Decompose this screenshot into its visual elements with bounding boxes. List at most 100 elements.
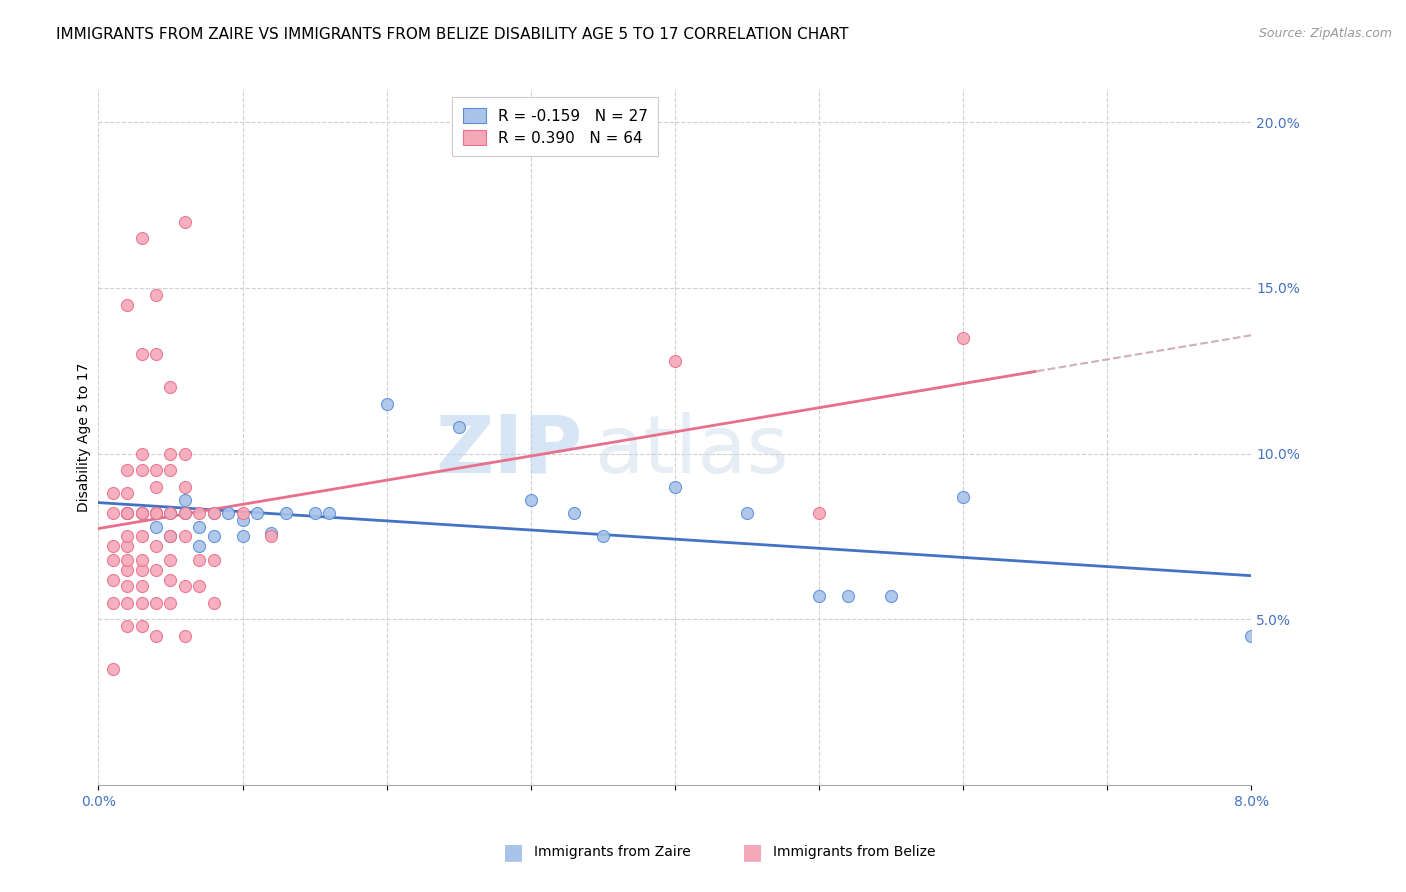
Point: [117, 619, 139, 633]
Point: [145, 519, 167, 533]
Point: [202, 596, 225, 610]
Point: [837, 589, 859, 603]
Point: [304, 506, 326, 520]
Point: [217, 506, 239, 520]
Point: [231, 513, 254, 527]
Point: [131, 231, 153, 245]
Point: [592, 529, 614, 543]
Point: [202, 506, 225, 520]
Point: [318, 506, 340, 520]
Point: [174, 480, 197, 494]
Point: [131, 619, 153, 633]
Point: [101, 540, 124, 554]
Point: [260, 526, 283, 541]
Point: [145, 463, 167, 477]
Point: [131, 596, 153, 610]
Point: [231, 506, 254, 520]
Text: atlas: atlas: [595, 412, 789, 490]
Point: [145, 540, 167, 554]
Point: [159, 529, 181, 543]
Text: ■: ■: [742, 842, 762, 862]
Point: [375, 397, 398, 411]
Point: [131, 506, 153, 520]
Point: [1240, 629, 1263, 643]
Point: [159, 596, 181, 610]
Point: [664, 354, 686, 368]
Point: [807, 589, 830, 603]
Point: [117, 552, 139, 566]
Point: [101, 506, 124, 520]
Point: [174, 506, 197, 520]
Point: [101, 552, 124, 566]
Point: [131, 563, 153, 577]
Point: [202, 552, 225, 566]
Text: Source: ZipAtlas.com: Source: ZipAtlas.com: [1258, 27, 1392, 40]
Point: [131, 506, 153, 520]
Point: [131, 579, 153, 593]
Point: [159, 447, 181, 461]
Point: [145, 563, 167, 577]
Point: [952, 331, 974, 345]
Point: [117, 297, 139, 311]
Point: [562, 506, 585, 520]
Point: [174, 579, 197, 593]
Point: [117, 506, 139, 520]
Point: [807, 506, 830, 520]
Point: [159, 529, 181, 543]
Point: [145, 506, 167, 520]
Point: [952, 490, 974, 504]
Point: [188, 519, 211, 533]
Point: [131, 529, 153, 543]
Point: [880, 589, 903, 603]
Point: [188, 506, 211, 520]
Point: [101, 573, 124, 587]
Point: [202, 506, 225, 520]
Point: [117, 486, 139, 500]
Point: [274, 506, 297, 520]
Point: [145, 629, 167, 643]
Point: [145, 287, 167, 301]
Point: [174, 506, 197, 520]
Point: [145, 480, 167, 494]
Point: [131, 506, 153, 520]
Point: [117, 529, 139, 543]
Point: [145, 506, 167, 520]
Point: [520, 493, 543, 508]
Point: [231, 529, 254, 543]
Text: IMMIGRANTS FROM ZAIRE VS IMMIGRANTS FROM BELIZE DISABILITY AGE 5 TO 17 CORRELATI: IMMIGRANTS FROM ZAIRE VS IMMIGRANTS FROM…: [56, 27, 849, 42]
Point: [117, 463, 139, 477]
Text: Immigrants from Zaire: Immigrants from Zaire: [534, 845, 690, 859]
Point: [447, 420, 470, 434]
Point: [188, 552, 211, 566]
Point: [188, 540, 211, 554]
Point: [246, 506, 269, 520]
Point: [735, 506, 758, 520]
Point: [159, 552, 181, 566]
Point: [145, 347, 167, 361]
Text: Immigrants from Belize: Immigrants from Belize: [773, 845, 936, 859]
Point: [145, 596, 167, 610]
Point: [159, 506, 181, 520]
Point: [159, 380, 181, 394]
Point: [117, 563, 139, 577]
Point: [664, 480, 686, 494]
Point: [174, 629, 197, 643]
Point: [145, 506, 167, 520]
Point: [159, 463, 181, 477]
Point: [174, 529, 197, 543]
Point: [159, 506, 181, 520]
Legend: R = -0.159   N = 27, R = 0.390   N = 64: R = -0.159 N = 27, R = 0.390 N = 64: [451, 97, 658, 156]
Point: [131, 463, 153, 477]
Point: [174, 493, 197, 508]
Point: [202, 529, 225, 543]
Point: [117, 579, 139, 593]
Point: [159, 573, 181, 587]
Point: [174, 447, 197, 461]
Point: [117, 540, 139, 554]
Point: [117, 506, 139, 520]
Text: ZIP: ZIP: [436, 412, 582, 490]
Y-axis label: Disability Age 5 to 17: Disability Age 5 to 17: [77, 362, 91, 512]
Point: [188, 579, 211, 593]
Point: [117, 506, 139, 520]
Point: [101, 596, 124, 610]
